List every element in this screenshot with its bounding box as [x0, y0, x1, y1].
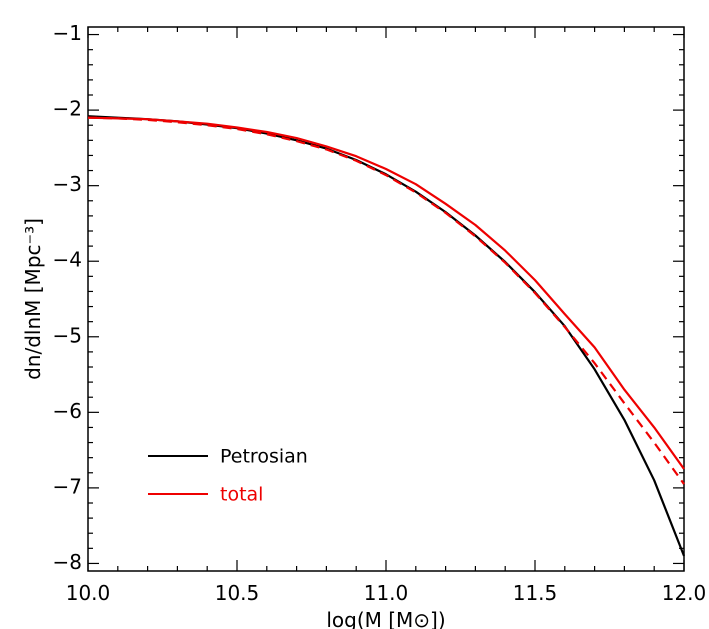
plot-frame: [87, 26, 685, 572]
legend: Petrosian total: [148, 446, 308, 506]
x-axis-title: log(M [M⊙]): [326, 608, 445, 629]
y-axis-title: dn/dlnM [Mpc⁻³]: [21, 218, 45, 380]
y-tick-label: −8: [53, 550, 82, 574]
legend-label-petrosian: Petrosian: [220, 446, 308, 468]
y-tick-label: −3: [53, 172, 82, 196]
x-tick-label: 11.0: [364, 581, 409, 605]
y-tick-label: −2: [53, 97, 82, 121]
series-line-dashed-1: [87, 116, 685, 485]
x-tick-label: 11.5: [513, 581, 558, 605]
axis-ticks: [87, 27, 685, 571]
x-tick-label: 10.0: [66, 581, 111, 605]
series-layer: [87, 115, 686, 557]
y-tick-label: −6: [53, 399, 82, 423]
y-tick-label: −1: [53, 21, 82, 45]
y-tick-label: −5: [53, 323, 82, 347]
x-tick-label: 10.5: [215, 581, 260, 605]
series-line-petrosian: [87, 115, 686, 557]
y-tick-labels: −1 −2 −3 −4 −5 −6 −7 −8: [53, 21, 82, 574]
x-tick-labels: 10.0 10.5 11.0 11.5 12.0: [66, 581, 707, 605]
x-tick-label: 12.0: [662, 581, 707, 605]
y-tick-label: −7: [53, 474, 82, 498]
y-tick-label: −4: [53, 248, 82, 272]
series-line-total: [87, 116, 685, 470]
legend-label-total: total: [220, 484, 263, 506]
